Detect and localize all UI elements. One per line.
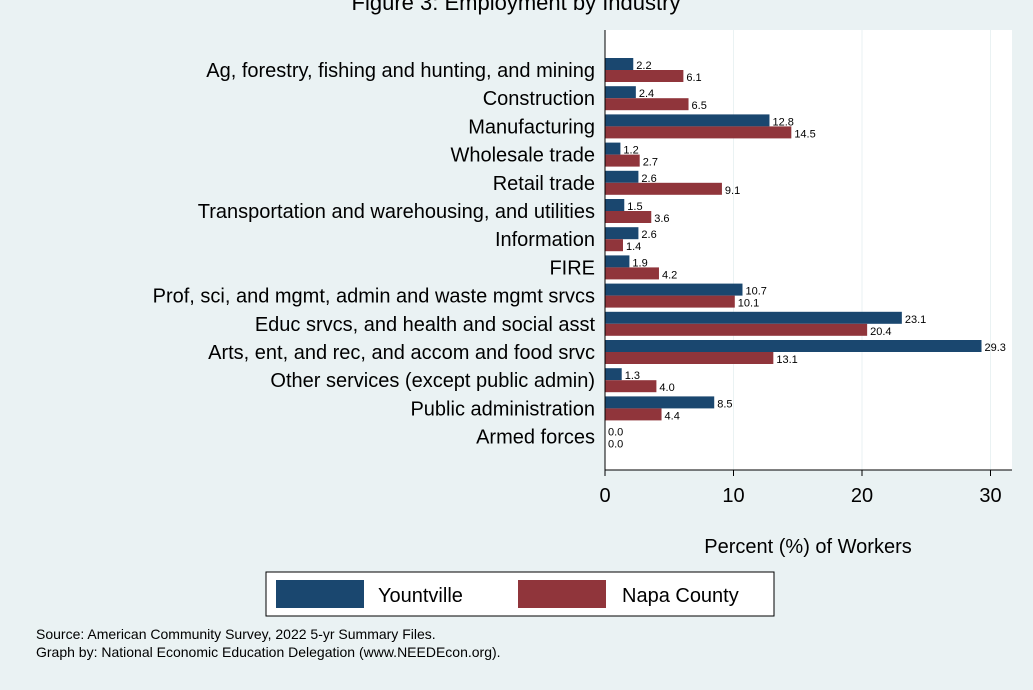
data-label: 29.3 (985, 342, 1006, 354)
data-label: 9.1 (725, 185, 740, 197)
category-label: Ag, forestry, fishing and hunting, and m… (206, 60, 595, 82)
data-label: 6.1 (686, 72, 701, 84)
bar-yountville (605, 368, 622, 381)
bar-napa-county (605, 267, 659, 280)
legend-swatch-yountville (276, 580, 364, 608)
bar-napa-county (605, 98, 689, 111)
bar-yountville (605, 142, 621, 155)
bar-yountville (605, 255, 630, 268)
bar-yountville (605, 114, 770, 127)
data-label: 0.0 (608, 439, 623, 451)
data-label: 2.6 (641, 229, 656, 241)
bar-napa-county (605, 154, 640, 167)
x-tick-label: 0 (599, 485, 610, 507)
x-tick-label: 30 (979, 485, 1001, 507)
data-label: 4.2 (662, 269, 677, 281)
data-label: 23.1 (905, 314, 926, 326)
data-label: 4.4 (665, 410, 680, 422)
source-note: Source: American Community Survey, 2022 … (36, 626, 436, 642)
data-label: 2.4 (639, 88, 654, 100)
data-label: 1.5 (627, 201, 642, 213)
category-label: Public administration (410, 398, 595, 420)
data-label: 1.2 (623, 145, 638, 157)
category-label: Arts, ent, and rec, and accom and food s… (208, 342, 595, 364)
legend-label-yountville: Yountville (378, 585, 463, 607)
credit-note: Graph by: National Economic Education De… (36, 644, 501, 660)
bar-yountville (605, 396, 715, 409)
bar-yountville (605, 283, 743, 296)
data-label: 2.2 (636, 60, 651, 72)
category-label: Manufacturing (468, 116, 595, 138)
data-label: 1.4 (626, 241, 641, 253)
bar-yountville (605, 86, 636, 99)
bar-napa-county (605, 182, 722, 195)
data-label: 10.7 (745, 286, 766, 298)
data-label: 0.0 (608, 427, 623, 439)
data-label: 10.1 (738, 298, 759, 310)
legend-label-napa-county: Napa County (622, 585, 739, 607)
bar-yountville (605, 340, 982, 352)
data-label: 4.0 (659, 382, 674, 394)
data-label: 2.7 (643, 157, 658, 169)
bar-yountville (605, 58, 634, 70)
data-label: 6.5 (692, 100, 707, 112)
x-tick-label: 20 (851, 485, 873, 507)
data-label: 14.5 (794, 128, 815, 140)
data-label: 2.6 (641, 173, 656, 185)
bar-napa-county (605, 295, 735, 308)
category-label: Prof, sci, and mgmt, admin and waste mgm… (153, 286, 595, 308)
x-tick-label: 10 (722, 485, 744, 507)
chart-title: Figure 3: Employment by Industry (352, 0, 681, 15)
bar-napa-county (605, 70, 684, 82)
category-label: Transportation and warehousing, and util… (198, 201, 595, 223)
category-label: Information (495, 229, 595, 251)
bar-napa-county (605, 211, 652, 223)
bar-napa-county (605, 323, 868, 336)
bar-napa-county (605, 352, 774, 364)
data-label: 3.6 (654, 213, 669, 225)
data-label: 20.4 (870, 326, 891, 338)
data-label: 1.9 (632, 257, 647, 269)
bar-yountville (605, 227, 639, 240)
bar-napa-county (605, 126, 792, 139)
bar-napa-county (605, 408, 662, 421)
data-label: 1.3 (625, 370, 640, 382)
category-label: Other services (except public admin) (270, 370, 595, 392)
data-label: 12.8 (772, 116, 793, 128)
category-label: Construction (483, 88, 595, 110)
category-label: Educ srvcs, and health and social asst (255, 314, 596, 336)
data-label: 13.1 (776, 354, 797, 366)
category-label: Retail trade (493, 173, 595, 195)
bar-yountville (605, 170, 639, 183)
data-label: 8.5 (717, 398, 732, 410)
category-label: FIRE (549, 257, 595, 279)
bar-yountville (605, 311, 902, 324)
category-label: Armed forces (476, 427, 595, 449)
bar-napa-county (605, 239, 623, 252)
category-label: Wholesale trade (450, 145, 595, 167)
bar-napa-county (605, 380, 657, 393)
bar-yountville (605, 199, 625, 211)
legend-swatch-napa-county (518, 580, 606, 608)
x-axis-title: Percent (%) of Workers (704, 536, 911, 558)
